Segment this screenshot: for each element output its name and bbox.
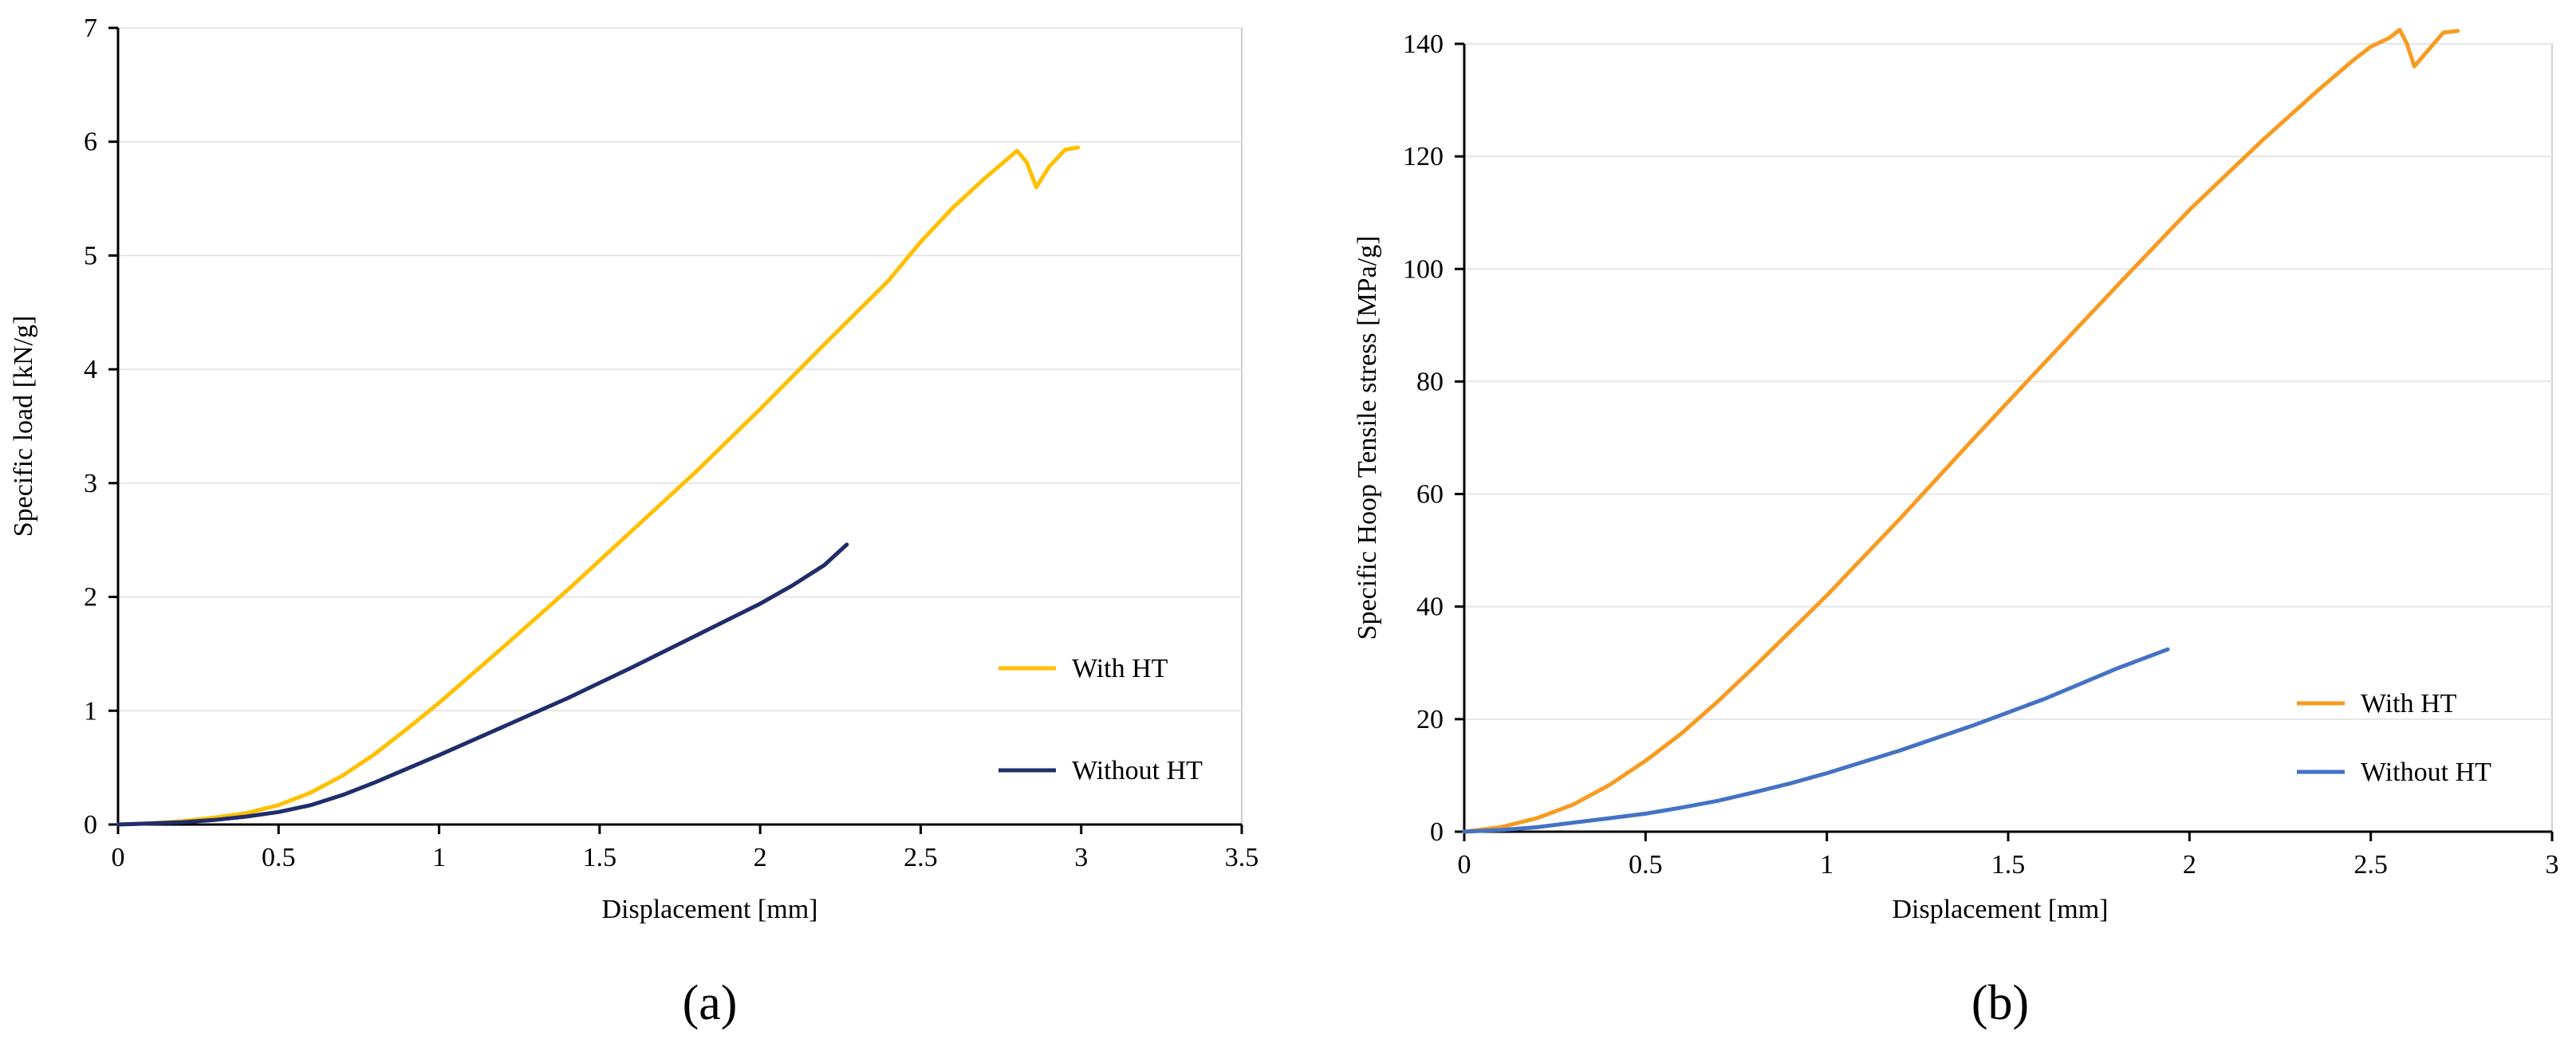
panel-a: 0 0.5 1 1.5 2 2.5 3 3.5 0 1 2 3 4 5 6 7 With HT Without H… <box>9 14 1258 1030</box>
y-axis-title: Specific load [kN/g] <box>9 316 38 537</box>
y-tick-label: 0 <box>84 810 97 840</box>
x-tick-label: 2 <box>2183 850 2196 880</box>
y-tick-label: 1 <box>84 696 97 726</box>
y-tick-label: 40 <box>1416 592 1444 622</box>
series-line-without-ht <box>1462 647 2170 834</box>
y-tick-label: 60 <box>1416 480 1444 510</box>
x-tick-label: 1 <box>432 843 446 872</box>
y-axis-title: Specific Hoop Tensile stress [MPa/g] <box>1353 236 1382 640</box>
y-tick-label: 7 <box>84 14 97 43</box>
x-tick-label: 0 <box>1458 850 1471 880</box>
x-axis-title: Displacement [mm] <box>602 895 818 924</box>
x-tick-label: 3 <box>2546 850 2559 880</box>
x-tick-label: 2 <box>754 843 767 872</box>
x-tick-label: 1 <box>1820 850 1834 880</box>
x-tick-label: 2.5 <box>904 843 938 872</box>
y-tick-label: 140 <box>1403 30 1444 59</box>
x-tick-label: 3.5 <box>1225 843 1259 872</box>
y-tick-label: 120 <box>1403 142 1444 171</box>
legend-label: Without HT <box>1072 756 1203 785</box>
panel-b: 0 0.5 1 1.5 2 2.5 3 0 20 40 60 80 100 120 140 With HT Wi… <box>1353 27 2559 1030</box>
legend-label: With HT <box>1072 654 1168 683</box>
series-line-with-ht <box>1462 27 2460 834</box>
panel-label: (a) <box>683 976 738 1030</box>
y-tick-label: 4 <box>84 355 97 384</box>
x-tick-label: 2.5 <box>2353 850 2388 880</box>
x-tick-label: 1.5 <box>583 843 617 872</box>
x-tick-label: 3 <box>1074 843 1088 872</box>
y-tick-label: 80 <box>1416 367 1444 396</box>
x-tick-label: 0.5 <box>1629 850 1663 880</box>
y-tick-label: 100 <box>1403 254 1444 284</box>
x-tick-label: 1.5 <box>1991 850 2026 880</box>
y-tick-label: 6 <box>84 128 97 157</box>
y-tick-label: 2 <box>84 583 97 612</box>
series-line-with-ht <box>116 145 1081 827</box>
panel-label: (b) <box>1971 976 2029 1030</box>
y-tick-label: 0 <box>1430 817 1444 847</box>
x-tick-label: 0.5 <box>262 843 296 872</box>
y-tick-label: 5 <box>84 241 97 270</box>
y-tick-label: 3 <box>84 469 97 498</box>
legend-label: With HT <box>2361 689 2457 718</box>
series-line-without-ht <box>116 542 849 827</box>
y-tick-label: 20 <box>1416 705 1444 734</box>
legend-label: Without HT <box>2361 758 2491 787</box>
x-axis-title: Displacement [mm] <box>1893 895 2109 924</box>
x-tick-label: 0 <box>112 843 125 872</box>
